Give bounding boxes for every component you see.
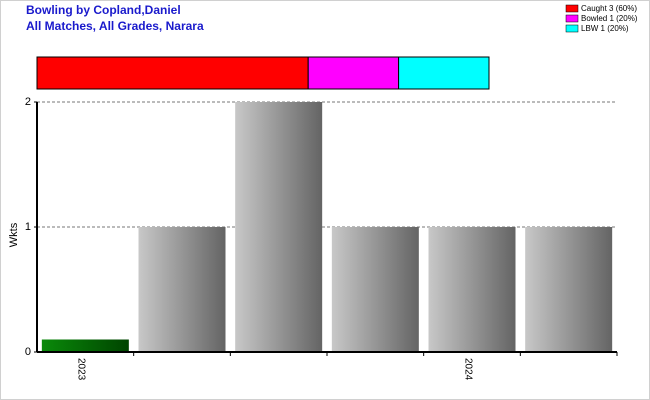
bar (138, 227, 226, 352)
legend-label: LBW 1 (20%) (581, 24, 629, 33)
x-tick-label: 2023 (76, 358, 87, 381)
legend-swatch (565, 24, 579, 33)
legend-label: Caught 3 (60%) (581, 4, 637, 13)
breakdown-segment (36, 56, 309, 90)
y-axis-label: Wkts (8, 222, 20, 247)
y-tick-label: 1 (25, 221, 31, 233)
bar (428, 227, 516, 352)
y-tick-label: 2 (25, 96, 31, 108)
x-tick-label: 2024 (462, 358, 473, 381)
bar (331, 227, 419, 352)
bar (235, 102, 323, 352)
bar (525, 227, 613, 352)
breakdown-segment (307, 56, 400, 90)
legend-label: Bowled 1 (20%) (581, 14, 638, 23)
chart-subtitle: All Matches, All Grades, Narara (26, 19, 204, 33)
chart-title: Bowling by Copland,Daniel (26, 3, 181, 17)
y-tick-label: 0 (25, 346, 31, 358)
legend-swatch (565, 14, 579, 23)
bar (41, 339, 129, 352)
legend-swatch (565, 4, 579, 13)
breakdown-segment (398, 56, 490, 90)
